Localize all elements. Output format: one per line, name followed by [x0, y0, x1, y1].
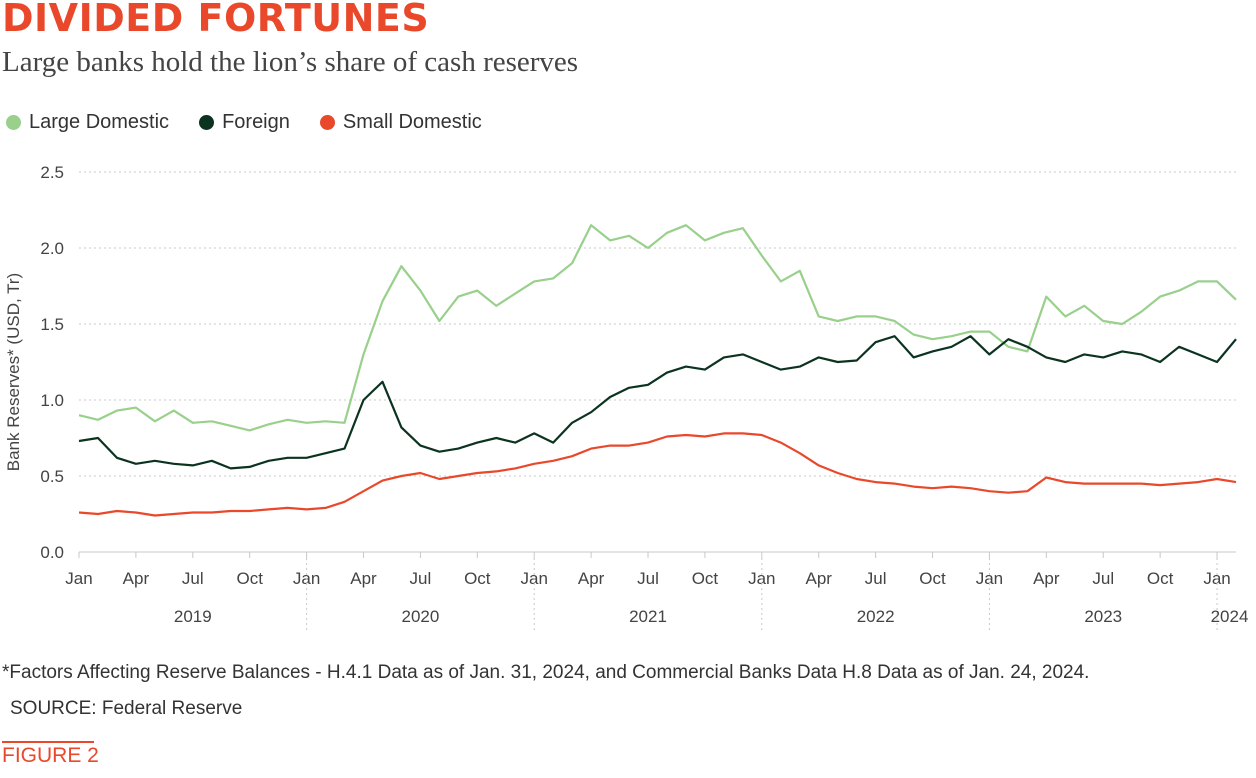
legend-item-large-domestic: Large Domestic	[6, 111, 169, 134]
legend-swatch-large-domestic	[6, 115, 21, 130]
y-tick-label: 1.0	[40, 391, 64, 410]
figure-rule	[2, 741, 94, 743]
y-tick-label: 1.5	[40, 315, 64, 334]
x-year-label: 2022	[857, 607, 895, 626]
legend-swatch-small-domestic	[319, 115, 335, 130]
x-tick-label: Jul	[1092, 569, 1114, 588]
x-tick-label: Jul	[637, 569, 659, 588]
figure-label: FIGURE 2	[2, 744, 99, 767]
x-tick-label: Oct	[692, 569, 719, 588]
legend-label-large-domestic: Large Domestic	[29, 111, 170, 133]
x-tick-label: Apr	[123, 569, 150, 588]
x-year-label: 2024	[1211, 607, 1249, 626]
footnote: *Factors Affecting Reserve Balances - H.…	[2, 662, 1090, 683]
series-line-small-domestic	[78, 432, 1237, 517]
x-tick-label: Jul	[182, 569, 204, 588]
legend-swatch-foreign	[199, 115, 215, 130]
legend-item-small-domestic: Small Domestic	[319, 111, 482, 134]
x-tick-label: Oct	[464, 569, 491, 588]
x-tick-label: Oct	[1147, 569, 1174, 588]
line-chart: 0.0 0.5 1.0 1.5 2.0 2.5 Bank Reserves* (USD, T…	[4, 163, 1249, 630]
legend-item-foreign: Foreign	[199, 111, 290, 134]
y-tick-label: 2.0	[40, 239, 64, 258]
x-tick-label: Oct	[919, 569, 946, 588]
x-tick-label: Oct	[236, 569, 263, 588]
x-tick-label: Jan	[65, 569, 92, 588]
x-year-label: 2019	[174, 607, 212, 626]
x-year-label: 2020	[401, 607, 439, 626]
x-tick-label: Apr	[578, 569, 605, 588]
legend-label-foreign: Foreign	[222, 111, 290, 133]
chart-legend: Large Domestic Foreign Small Domestic	[6, 111, 512, 134]
source-note: SOURCE: Federal Reserve	[10, 698, 243, 719]
legend-label-small-domestic: Small Domestic	[342, 111, 482, 133]
series-line-large-domestic	[78, 224, 1237, 432]
y-tick-label: 0.0	[40, 543, 64, 562]
y-tick-label: 2.5	[40, 163, 64, 182]
x-year-label: 2021	[629, 607, 667, 626]
series-line-foreign	[78, 335, 1237, 470]
x-tick-label: Apr	[805, 569, 832, 588]
x-tick-label: Jul	[865, 569, 887, 588]
x-tick-label: Apr	[350, 569, 377, 588]
x-year-label: 2023	[1084, 607, 1122, 626]
chart-title: DIVIDED FORTUNES	[2, 0, 430, 40]
x-tick-label: Apr	[1033, 569, 1060, 588]
y-tick-label: 0.5	[40, 467, 64, 486]
chart-subtitle: Large banks hold the lion’s share of cas…	[2, 46, 579, 78]
y-axis-title: Bank Reserves* (USD, Tr)	[4, 273, 23, 471]
x-tick-label: Jul	[410, 569, 432, 588]
